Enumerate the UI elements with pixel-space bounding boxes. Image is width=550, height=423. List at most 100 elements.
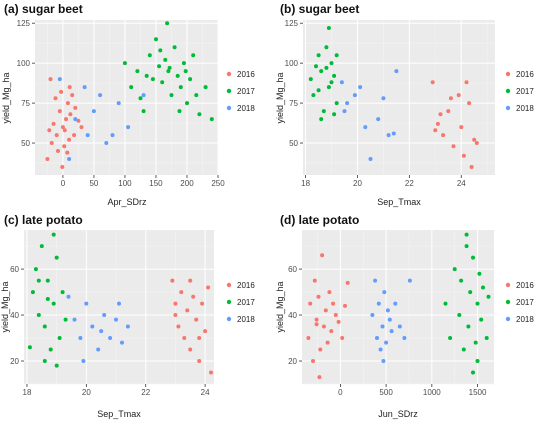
- y-tick-label: 60: [10, 265, 19, 274]
- data-point-2017: [39, 244, 44, 249]
- x-tick-label: 250: [211, 179, 225, 188]
- data-point-2018: [378, 347, 383, 352]
- legend-label-2016: 2016: [516, 281, 534, 290]
- data-point-2018: [78, 336, 83, 340]
- legend-key-2016: [505, 71, 511, 77]
- y-tick-label: 20: [288, 357, 297, 366]
- data-point-2017: [51, 232, 56, 237]
- data-point-2017: [203, 85, 208, 90]
- data-point-2016: [345, 280, 350, 285]
- x-tick-label: 22: [141, 388, 150, 397]
- data-point-2017: [443, 301, 448, 306]
- data-point-2016: [314, 317, 319, 322]
- y-tick-label: 125: [17, 19, 31, 28]
- data-point-2016: [200, 301, 205, 306]
- data-point-2016: [312, 278, 317, 283]
- data-point-2017: [332, 112, 337, 117]
- data-point-2018: [380, 324, 385, 329]
- legend-label-2017: 2017: [516, 87, 534, 96]
- data-point-2018: [126, 125, 131, 130]
- data-point-2017: [54, 363, 59, 368]
- data-point-2017: [468, 290, 473, 295]
- y-axis-title: yield_Mg_ha: [0, 281, 10, 332]
- data-point-2018: [391, 131, 396, 136]
- data-point-2016: [209, 370, 213, 375]
- data-point-2018: [370, 313, 375, 317]
- data-point-2017: [319, 117, 324, 122]
- data-point-2017: [194, 93, 199, 98]
- x-tick-label: 20: [353, 179, 362, 188]
- data-point-2016: [73, 105, 78, 110]
- data-point-2018: [368, 157, 373, 161]
- data-point-2018: [82, 85, 87, 90]
- data-point-2017: [57, 336, 62, 340]
- data-point-2016: [433, 128, 438, 133]
- data-point-2017: [471, 255, 475, 260]
- data-point-2016: [60, 165, 65, 169]
- data-point-2017: [448, 336, 453, 340]
- data-point-2018: [99, 329, 104, 334]
- data-point-2017: [147, 53, 152, 58]
- data-point-2017: [329, 80, 334, 85]
- data-point-2016: [182, 336, 187, 340]
- data-point-2017: [464, 232, 469, 237]
- data-point-2017: [459, 278, 464, 283]
- data-point-2018: [72, 317, 77, 322]
- data-point-2018: [393, 301, 398, 306]
- y-tick-label: 125: [285, 19, 299, 28]
- data-point-2018: [407, 278, 412, 283]
- legend-label-2018: 2018: [516, 104, 534, 113]
- data-point-2017: [158, 48, 163, 53]
- data-point-2018: [141, 93, 146, 98]
- data-point-2016: [68, 112, 73, 117]
- data-point-2016: [59, 89, 64, 94]
- data-point-2016: [79, 125, 84, 130]
- data-point-2018: [91, 109, 96, 114]
- legend-label-2016: 2016: [237, 281, 255, 290]
- data-point-2016: [65, 101, 70, 106]
- data-point-2016: [72, 133, 77, 138]
- data-point-2017: [45, 297, 50, 301]
- legend: 2016 2017 2018: [505, 70, 534, 113]
- data-point-2017: [172, 45, 177, 50]
- data-point-2018: [57, 77, 62, 82]
- data-point-2018: [85, 133, 90, 138]
- data-point-2017: [332, 73, 337, 78]
- data-point-2017: [129, 85, 134, 90]
- data-point-2018: [120, 340, 124, 345]
- data-point-2017: [36, 278, 41, 283]
- x-axis-title: Sep_Tmax: [377, 197, 421, 207]
- data-point-2017: [197, 112, 202, 117]
- legend-key-2016: [226, 282, 232, 288]
- y-tick-label: 50: [289, 139, 298, 148]
- data-point-2017: [324, 65, 329, 70]
- legend-label-2018: 2018: [237, 104, 255, 113]
- data-point-2017: [63, 317, 68, 322]
- data-point-2016: [203, 329, 208, 334]
- data-point-2018: [114, 317, 118, 322]
- data-point-2016: [173, 301, 178, 306]
- x-axis-title: Sep_Tmax: [97, 409, 141, 419]
- data-point-2017: [165, 21, 170, 26]
- data-point-2018: [116, 101, 121, 106]
- data-point-2017: [141, 109, 146, 114]
- data-point-2017: [181, 61, 186, 66]
- legend-key-2017: [505, 299, 511, 305]
- data-point-2016: [49, 141, 54, 145]
- x-tick-label: 150: [149, 179, 163, 188]
- data-point-2016: [62, 128, 67, 133]
- data-point-2018: [385, 308, 390, 313]
- data-point-2017: [60, 290, 65, 295]
- data-point-2017: [486, 294, 491, 299]
- data-point-2018: [376, 301, 381, 306]
- data-point-2017: [30, 290, 35, 295]
- data-point-2016: [197, 359, 202, 363]
- legend-label-2017: 2017: [237, 87, 255, 96]
- data-point-2017: [473, 340, 478, 345]
- data-point-2018: [102, 313, 107, 317]
- data-point-2016: [314, 322, 319, 327]
- legend: 2016 2017 2018: [505, 281, 534, 324]
- data-point-2017: [471, 370, 475, 375]
- data-point-2017: [178, 85, 183, 90]
